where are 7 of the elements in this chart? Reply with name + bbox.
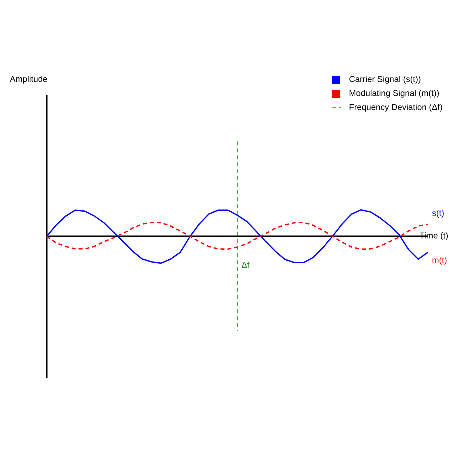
text: s(t) (432, 210, 444, 218)
text: Frequency Deviation (Δf) (350, 104, 442, 112)
text: m(t) (432, 257, 447, 266)
legend-label: Carrier Signal (s(t)) (350, 76, 421, 84)
text: Amplitude (10, 76, 48, 84)
annotation: Δf (242, 262, 250, 268)
legend-label: Modulating Signal (m(t)) (350, 90, 440, 98)
